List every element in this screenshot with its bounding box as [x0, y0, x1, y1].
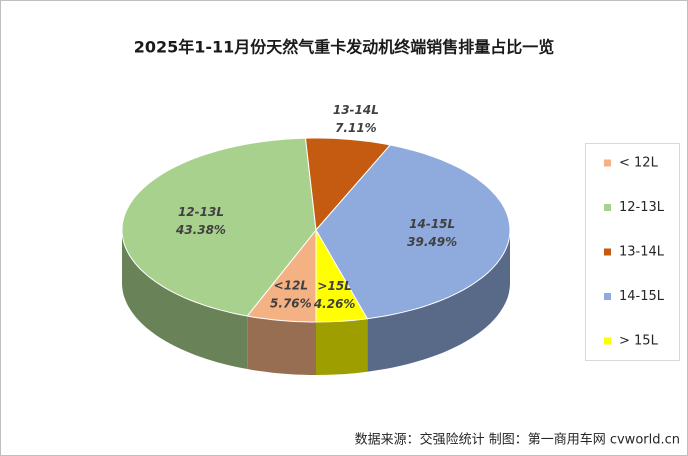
- pie-slice-side: [367, 230, 510, 372]
- legend-marker: [604, 248, 611, 256]
- legend-label: 14-15L: [619, 289, 665, 304]
- data-label: 7.11%: [335, 121, 377, 135]
- pie-slice: [246, 228, 317, 323]
- pie-slice: [121, 137, 317, 317]
- slice-label: <12L: [274, 279, 308, 293]
- pie-slice: [304, 137, 392, 232]
- slice-label: 13-14L: [333, 103, 379, 117]
- legend-marker: [604, 293, 611, 300]
- data-label: 4.26%: [313, 297, 356, 311]
- slice-label: >15L: [317, 279, 351, 293]
- legend-label: 12-13L: [619, 200, 665, 215]
- slice-label: 12-13L: [178, 205, 224, 219]
- slice-label: 14-15L: [409, 217, 455, 231]
- pie-slice: [315, 144, 511, 320]
- legend-label: < 12L: [619, 156, 659, 171]
- pie-slice-side: [247, 316, 316, 375]
- legend-marker: [604, 337, 611, 345]
- data-label: 5.76%: [270, 297, 312, 311]
- data-label: 39.49%: [407, 235, 457, 249]
- pie-slice: [315, 228, 369, 323]
- legend-marker: [604, 159, 611, 167]
- source-note: 数据来源：交强险统计 制图：第一商用车网 cvworld.cn: [355, 432, 680, 448]
- legend-label: > 15L: [619, 334, 659, 349]
- legend-label: 13-14L: [619, 245, 665, 260]
- pie-slice-side: [122, 230, 248, 369]
- chart-title: 2025年1-11月份天然气重卡发动机终端销售排量占比一览: [134, 38, 555, 57]
- pie-slice-side: [316, 318, 368, 375]
- legend-marker: [604, 204, 611, 211]
- legend-box: [585, 143, 680, 361]
- data-label: 43.38%: [175, 223, 226, 237]
